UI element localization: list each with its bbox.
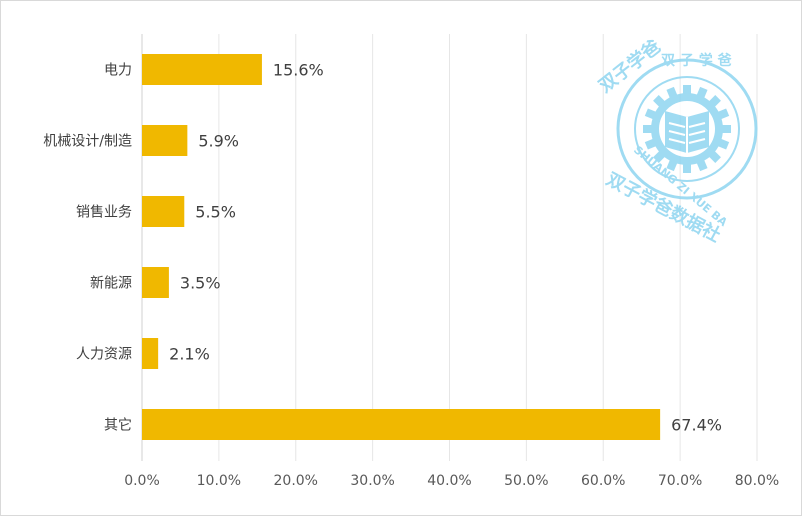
svg-text:双 子 学 爸: 双 子 学 爸 — [661, 52, 732, 69]
x-tick-label: 10.0% — [197, 473, 241, 489]
bar — [142, 267, 169, 298]
watermark-seal-icon: 双子学爸 双子学爸数据社 双 子 学 爸 SHUANG ZI XUE BA — [595, 35, 758, 247]
bar — [142, 54, 262, 85]
category-label: 机械设计/制造 — [43, 134, 132, 150]
category-label: 销售业务 — [76, 205, 132, 221]
x-tick-label: 60.0% — [581, 473, 625, 489]
data-labels: 15.6% 5.9% 5.5% 3.5% 2.1% 67.4% — [169, 61, 722, 435]
x-tick-label: 30.0% — [350, 473, 394, 489]
bar — [142, 338, 159, 369]
x-tick-labels: 0.0% 10.0% 20.0% 30.0% 40.0% 50.0% 60.0% 70.0% 8… — [124, 473, 779, 489]
bars — [142, 54, 661, 440]
category-label: 人力资源 — [76, 347, 132, 363]
bar — [142, 409, 661, 440]
bar — [142, 125, 188, 156]
gear-tooth — [683, 163, 691, 173]
data-label: 15.6% — [273, 61, 324, 80]
data-label: 5.9% — [198, 132, 239, 151]
x-tick-label: 0.0% — [124, 473, 160, 489]
x-tick-label: 20.0% — [274, 473, 318, 489]
gridlines — [141, 34, 758, 461]
category-label: 电力 — [104, 63, 132, 79]
data-label: 3.5% — [180, 274, 221, 293]
x-tick-label: 80.0% — [735, 473, 779, 489]
bar — [142, 196, 185, 227]
gear-tooth — [683, 85, 691, 95]
category-label: 新能源 — [90, 276, 132, 292]
gear-tooth — [643, 125, 653, 133]
x-tick-label: 40.0% — [427, 473, 471, 489]
gear-tooth — [721, 125, 731, 133]
x-tick-label: 70.0% — [658, 473, 702, 489]
data-label: 67.4% — [671, 416, 722, 435]
x-tick-label: 50.0% — [504, 473, 548, 489]
category-label: 其它 — [104, 417, 132, 434]
data-label: 2.1% — [169, 345, 210, 364]
data-label: 5.5% — [195, 203, 236, 222]
